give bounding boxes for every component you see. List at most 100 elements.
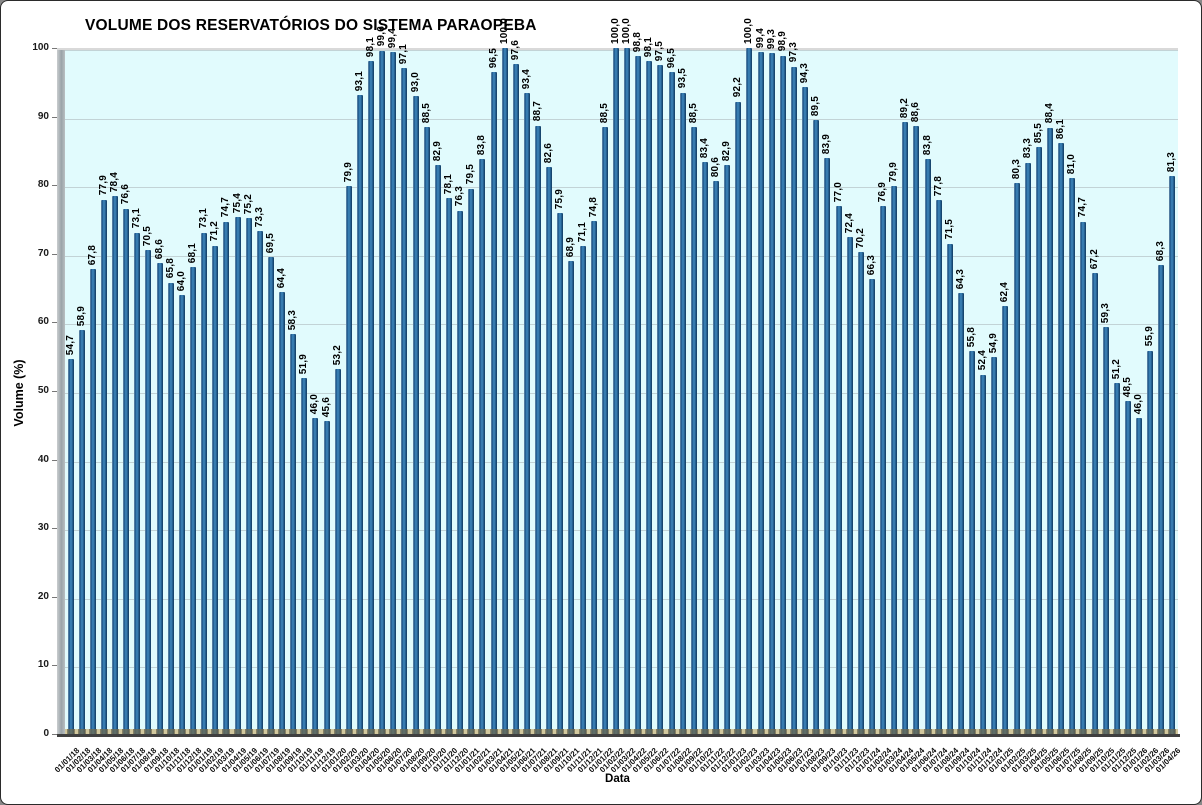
bar-value-label: 62,4 <box>999 281 1011 302</box>
bar <box>767 52 776 735</box>
bar-value-label: 68,1 <box>186 242 198 263</box>
bar-value-label: 73,1 <box>198 208 210 229</box>
bar-value-label: 78,1 <box>442 173 454 195</box>
x-axis-tick-labels: 01/01/18 01/02/18 01/03/18 01/04/18 01/05/18… <box>53 738 1183 778</box>
bar <box>534 125 543 735</box>
bar <box>233 216 242 735</box>
bar-value-label: 94,3 <box>799 62 811 84</box>
bar-value-label: 54,9 <box>988 333 1000 354</box>
bar <box>700 161 709 735</box>
bar <box>945 243 954 735</box>
plot-left-wall <box>57 50 65 734</box>
y-tick-mark <box>52 734 57 735</box>
bar <box>956 292 965 735</box>
bar-value-label: 99,3 <box>765 28 777 49</box>
bar-value-label: 66,3 <box>865 254 877 276</box>
y-tick-mark <box>52 116 57 118</box>
bar <box>1001 305 1010 735</box>
bar <box>155 263 164 734</box>
bar-series: 54,7 58,9 67,8 77,9 78,4 76,6 73,1 70,5 68,6 65,8… <box>65 18 1178 735</box>
bar-value-label: 64,0 <box>175 270 187 291</box>
bar <box>456 210 465 735</box>
bar <box>300 377 309 735</box>
bar-value-label: 65,8 <box>164 258 176 279</box>
bar-value-label: 74,7 <box>220 197 232 218</box>
bar <box>845 237 854 734</box>
bar-value-label: 88,5 <box>598 102 610 123</box>
bar-value-label: 64,3 <box>954 268 966 289</box>
bar-value-label: 92,2 <box>732 77 744 98</box>
bar-value-label: 64,4 <box>276 267 288 289</box>
bar-value-label: 82,9 <box>721 141 733 162</box>
bar <box>111 196 120 734</box>
bar-value-label: 81,0 <box>1066 154 1078 175</box>
bar <box>1135 418 1144 734</box>
bar <box>634 56 643 734</box>
bar <box>244 218 253 734</box>
bar-value-label: 89,5 <box>810 95 822 117</box>
bar-value-label: 79,9 <box>888 161 900 182</box>
bar <box>1068 178 1077 734</box>
bar-value-label: 100,0 <box>743 17 755 44</box>
bar <box>177 294 186 735</box>
bar <box>77 329 86 735</box>
bar <box>856 252 865 734</box>
gridline <box>65 50 1178 51</box>
bar <box>133 232 142 735</box>
y-tick-mark <box>52 528 57 530</box>
bar-value-label: 88,6 <box>910 101 922 123</box>
chart-title: VOLUME DOS RESERVATÓRIOS DO SISTEMA PARA… <box>85 17 537 34</box>
bar-value-label: 52,4 <box>977 350 989 371</box>
bar <box>678 92 687 735</box>
gridline <box>65 118 1178 120</box>
bar <box>600 126 609 735</box>
bar <box>88 268 97 735</box>
bar-value-label: 83,3 <box>1021 138 1033 159</box>
bar <box>589 220 598 735</box>
bar <box>645 61 654 734</box>
bar <box>1034 147 1043 734</box>
bar <box>867 279 876 734</box>
bar-value-label: 96,5 <box>487 47 499 69</box>
bar-value-label: 79,5 <box>465 164 477 185</box>
bar-value-label: 48,5 <box>1121 377 1133 398</box>
bar <box>734 101 743 735</box>
bar-value-label: 51,9 <box>298 353 310 374</box>
bar <box>712 181 721 734</box>
bar <box>144 250 153 734</box>
bar <box>567 261 576 734</box>
bar <box>545 167 554 734</box>
bar-value-label: 45,6 <box>320 396 332 418</box>
bar <box>355 95 364 734</box>
bar <box>790 66 798 735</box>
y-tick-label: 90 <box>37 110 49 122</box>
bar-value-label: 76,9 <box>877 182 889 203</box>
gridline <box>65 255 1178 257</box>
bar <box>890 185 899 735</box>
bar-value-label: 85,5 <box>1032 123 1044 144</box>
bar <box>823 158 832 734</box>
bar-value-label: 46,0 <box>1133 394 1145 415</box>
bar-value-label: 86,1 <box>1055 119 1067 140</box>
bar <box>522 93 531 734</box>
bar <box>1057 143 1066 734</box>
bar-value-label: 93,0 <box>409 71 421 93</box>
y-tick-mark <box>52 596 57 598</box>
bar-value-label: 99,4 <box>754 27 766 49</box>
bar-value-label: 96,5 <box>665 47 677 69</box>
bar-value-label: 58,3 <box>287 309 299 331</box>
bar <box>378 50 387 735</box>
bar <box>1023 162 1032 735</box>
bar-value-label: 67,8 <box>86 244 98 265</box>
bar-value-label: 99,4 <box>387 27 399 49</box>
y-tick-label: 50 <box>37 385 49 396</box>
bar-value-label: 80,6 <box>710 156 722 178</box>
bar <box>266 257 275 734</box>
bar-value-label: 97,3 <box>788 42 799 63</box>
bar <box>478 159 487 734</box>
bar-value-label: 67,2 <box>1088 248 1100 270</box>
bar-value-label: 71,2 <box>209 221 221 242</box>
y-tick-mark <box>52 253 57 255</box>
bar-value-label: 69,5 <box>264 232 276 254</box>
